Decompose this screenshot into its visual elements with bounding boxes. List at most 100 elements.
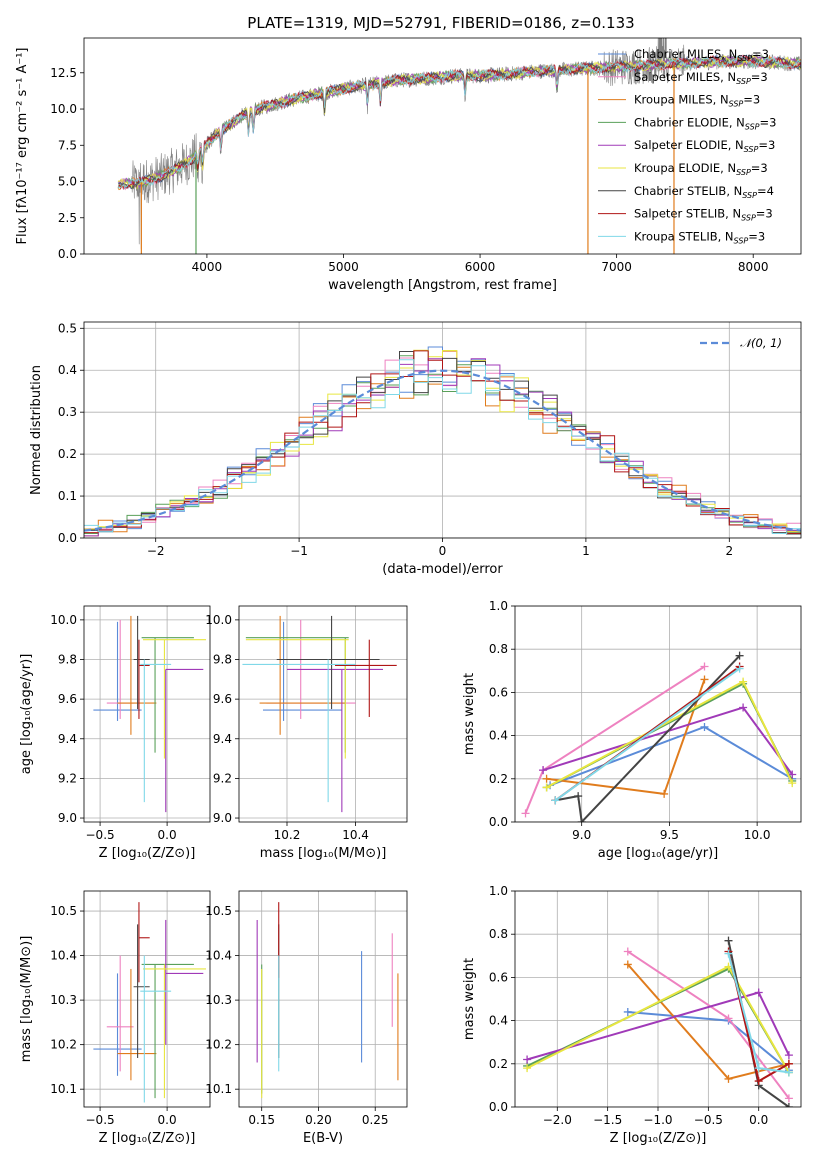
- legend-subscript: SSP: [729, 100, 744, 109]
- y-tick-label: 1.0: [489, 884, 508, 898]
- y-tick-label: 9.6: [213, 692, 232, 706]
- x-tick-label: 6000: [465, 260, 496, 274]
- y-tick-label: 0.4: [489, 729, 508, 743]
- legend-text: Kroupa ELODIE, N: [634, 161, 736, 175]
- legend-entry: Kroupa STELIB, NSSP=3: [634, 229, 765, 245]
- plot-area-weight_vs_Z: [515, 891, 801, 1107]
- y-tick-label: 0.4: [489, 1014, 508, 1028]
- weight-point-marker: [660, 789, 669, 798]
- axes-weight_vs_Z: −2.0 −1.5 −1.0 −0.5 0.0 0.0 0.2 0.4 0.6 0.8 1.0 Z […: [462, 884, 802, 1146]
- weight-line: [555, 655, 741, 822]
- x-axis-label: Z [log₁₀(Z/Z⊙)]: [610, 1131, 707, 1146]
- x-tick-label: 5000: [328, 260, 359, 274]
- gaussian-curve: [84, 369, 801, 532]
- weight-point-marker: [577, 818, 586, 822]
- x-tick-label: 0: [439, 544, 447, 558]
- axes-frame: [83, 605, 211, 823]
- y-tick-label: 9.6: [58, 692, 77, 706]
- y-tick-label: 10.4: [205, 949, 232, 963]
- weight-point-marker: [754, 1064, 763, 1073]
- axes-frame: [83, 890, 211, 1108]
- y-tick-label: 10.2: [50, 1038, 77, 1052]
- legend-text: Kroupa MILES, N: [634, 93, 729, 107]
- legend-entry: Salpeter STELIB, NSSP=3: [634, 207, 773, 223]
- plot-area-residuals: [84, 322, 801, 538]
- axes-frame: [238, 605, 408, 823]
- y-axis-label: age [log₁₀(age/yr)]: [19, 654, 34, 775]
- legend-subscript: SSP: [741, 214, 756, 223]
- y-tick-label: 10.3: [50, 993, 77, 1007]
- legend-tail: =3: [751, 161, 768, 175]
- y-axis-label: mass weight: [462, 958, 477, 1040]
- x-tick-label: 4000: [192, 260, 223, 274]
- y-axis-label: Flux [fλ10⁻¹⁷ erg cm⁻² s⁻¹ A⁻¹]: [15, 48, 30, 245]
- x-tick-label: 9.0: [572, 828, 591, 842]
- weight-point-marker: [754, 988, 763, 997]
- y-tick-label: 9.4: [58, 732, 77, 746]
- x-tick-label: 0.25: [362, 1113, 389, 1127]
- weight-point-marker: [623, 947, 632, 956]
- weight-point-marker: [784, 1094, 793, 1103]
- weight-point-marker: [735, 664, 744, 673]
- model-spectrum-line: [117, 55, 801, 190]
- y-tick-label: 10.0: [50, 613, 77, 627]
- legend-subscript: SSP: [745, 122, 760, 131]
- figure-title: PLATE=1319, MJD=52791, FIBERID=0186, z=0…: [247, 14, 634, 32]
- y-tick-label: 10.5: [205, 904, 232, 918]
- y-tick-label: 0.0: [58, 531, 77, 545]
- x-axis-label: Z [log₁₀(Z/Z⊙)]: [99, 1131, 196, 1146]
- weight-point-marker: [788, 770, 797, 779]
- axes-mass_vs_Z: −0.5 0.0 10.1 10.2 10.3 10.4 10.5 Z [log₁₀(Z/Z⊙…: [19, 890, 211, 1146]
- y-tick-label: 9.8: [213, 653, 232, 667]
- y-tick-label: 0.8: [489, 927, 508, 941]
- y-tick-label: 2.5: [58, 211, 77, 225]
- y-tick-label: 10.0: [50, 102, 77, 116]
- y-tick-label: 5.0: [58, 175, 77, 189]
- weight-point-marker: [724, 936, 733, 945]
- legend-text: Kroupa STELIB, N: [634, 229, 734, 243]
- y-tick-label: 10.1: [50, 1082, 77, 1096]
- legend-tail: =3: [751, 70, 768, 84]
- weight-point-marker: [739, 677, 748, 686]
- y-tick-label: 10.0: [205, 613, 232, 627]
- weight-point-marker: [739, 703, 748, 712]
- axes-frame: [514, 605, 802, 823]
- legend-text: Salpeter ELODIE, N: [634, 138, 744, 152]
- legend-subscript: SSP: [736, 168, 751, 177]
- axes-weight_vs_age: 9.0 9.5 10.0 0.0 0.2 0.4 0.6 0.8 1.0 age [log₁₀(a…: [462, 599, 802, 861]
- y-tick-label: 0.0: [58, 247, 77, 261]
- histogram-step-line: [84, 359, 801, 534]
- x-tick-label: 0.0: [749, 1113, 768, 1127]
- weight-point-marker: [754, 1077, 763, 1086]
- legend-subscript: SSP: [736, 77, 751, 86]
- x-tick-label: 0.15: [248, 1113, 275, 1127]
- y-tick-label: 9.4: [213, 732, 232, 746]
- weight-point-marker: [623, 960, 632, 969]
- y-tick-label: 0.5: [58, 321, 77, 335]
- y-tick-label: 10.3: [205, 993, 232, 1007]
- x-tick-label: −1.5: [593, 1113, 622, 1127]
- legend-tail: =3: [758, 138, 775, 152]
- weight-point-marker: [700, 662, 709, 671]
- x-tick-label: 7000: [601, 260, 632, 274]
- weight-point-marker: [623, 1007, 632, 1016]
- x-tick-label: 8000: [738, 260, 769, 274]
- weight-point-marker: [784, 1103, 793, 1107]
- legend-tail: =3: [752, 47, 769, 61]
- model-spectrum-line: [117, 54, 801, 191]
- legend-text: Chabrier MILES, N: [634, 47, 737, 61]
- y-tick-label: 10.5: [50, 904, 77, 918]
- legend-entry: Kroupa MILES, NSSP=3: [634, 93, 760, 109]
- y-tick-label: 12.5: [50, 66, 77, 80]
- legend-tail: =4: [757, 184, 774, 198]
- x-tick-label: 0.20: [305, 1113, 332, 1127]
- x-tick-label: 0.0: [158, 828, 177, 842]
- x-tick-label: 2: [725, 544, 733, 558]
- y-tick-label: 0.2: [489, 1057, 508, 1071]
- y-tick-label: 7.5: [58, 138, 77, 152]
- legend-subscript: SSP: [742, 191, 757, 200]
- y-tick-label: 9.2: [58, 771, 77, 785]
- legend-subscript: SSP: [734, 236, 749, 245]
- x-tick-label: 10.4: [342, 828, 369, 842]
- plot-area-spectrum: [117, 38, 801, 254]
